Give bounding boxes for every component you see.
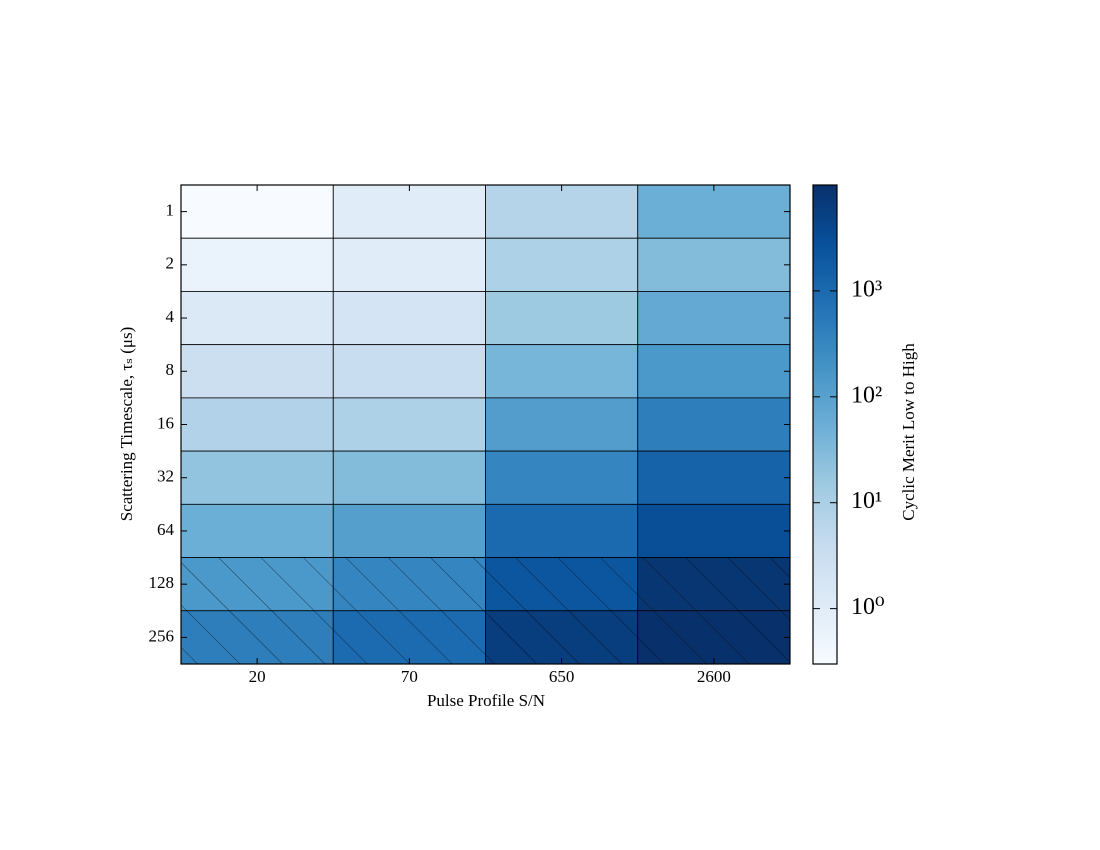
x-axis-label: Pulse Profile S/N <box>427 691 545 710</box>
colorbar-label: Cyclic Merit Low to High <box>899 343 918 521</box>
hatch <box>485 557 638 611</box>
hatch <box>181 610 334 664</box>
heatmap-cell <box>637 503 791 558</box>
heatmap-cell <box>637 450 791 505</box>
colorbar-tick-label: 10¹ <box>851 488 882 514</box>
y-tick-label: 128 <box>149 573 175 592</box>
heatmap-cell <box>180 237 334 292</box>
hatch <box>637 610 790 664</box>
heatmap-cell <box>332 397 486 452</box>
heatmap-cell <box>637 184 791 239</box>
heatmap-cell <box>485 397 639 452</box>
heatmap-cell <box>180 291 334 346</box>
y-tick-label: 256 <box>149 626 175 645</box>
heatmap-cell <box>332 450 486 505</box>
y-tick-label: 64 <box>157 520 175 539</box>
heatmap-cell <box>485 344 639 399</box>
x-tick-label: 70 <box>401 667 418 686</box>
hatch <box>181 557 334 611</box>
y-tick-label: 4 <box>166 307 175 326</box>
heatmap-cell <box>637 237 791 292</box>
heatmap-cell <box>180 450 334 505</box>
heatmap-cell <box>485 503 639 558</box>
heatmap-cell <box>485 184 639 239</box>
colorbar <box>812 184 838 665</box>
heatmap-cell <box>180 397 334 452</box>
heatmap-cell <box>180 344 334 399</box>
colorbar-tick-label: 10³ <box>851 276 882 302</box>
hatch <box>333 610 486 664</box>
heatmap-cell <box>485 237 639 292</box>
heatmap-cell <box>637 291 791 346</box>
y-tick-label: 8 <box>166 360 175 379</box>
y-tick-label: 2 <box>166 254 175 273</box>
heatmap-cell <box>332 184 486 239</box>
hatch <box>485 610 638 664</box>
heatmap-cell <box>485 450 639 505</box>
heatmap-cell <box>637 397 791 452</box>
heatmap-cell <box>332 291 486 346</box>
y-tick-label: 32 <box>157 467 174 486</box>
heatmap-cell <box>332 503 486 558</box>
heatmap-cell <box>637 344 791 399</box>
y-tick-label: 16 <box>157 413 174 432</box>
heatmap-cell <box>332 237 486 292</box>
heatmap-cell <box>332 344 486 399</box>
heatmap-cell <box>485 291 639 346</box>
hatch <box>637 557 790 611</box>
x-tick-label: 2600 <box>697 667 731 686</box>
y-axis-label: Scattering Timescale, τₛ (μs) <box>117 327 136 521</box>
x-tick-label: 650 <box>549 667 575 686</box>
y-tick-label: 1 <box>166 201 175 220</box>
hatch <box>333 557 486 611</box>
heatmap-cell <box>180 184 334 239</box>
colorbar-tick-label: 10⁰ <box>851 594 885 620</box>
colorbar-tick-label: 10² <box>851 382 882 408</box>
x-tick-label: 20 <box>249 667 266 686</box>
heatmap-cell <box>180 503 334 558</box>
